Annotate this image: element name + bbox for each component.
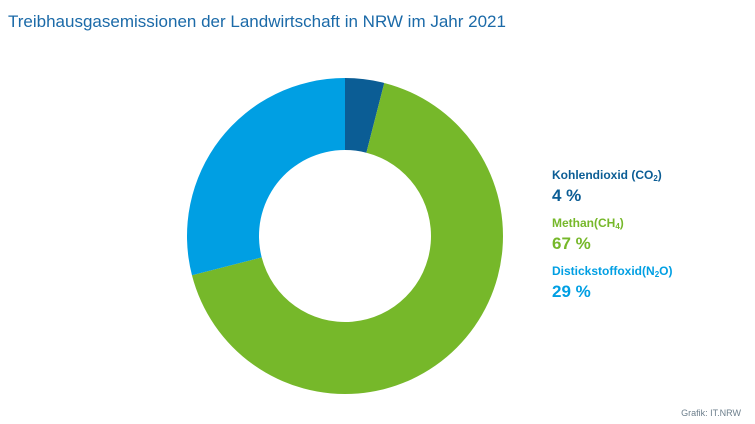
donut-slice-2 bbox=[187, 78, 345, 276]
chart-title: Treibhausgasemissionen der Landwirtschaf… bbox=[8, 12, 506, 31]
legend-value-n2o: 29 % bbox=[552, 282, 591, 301]
legend-value-ch4: 67 % bbox=[552, 234, 591, 253]
legend-label-n2o: Distickstoffoxid(N2O) bbox=[552, 264, 673, 279]
legend-item-ch4: Methan(CH4) 67 % bbox=[552, 216, 672, 254]
legend-label-ch4: Methan(CH4) bbox=[552, 216, 624, 231]
chart-credit: Grafik: IT.NRW bbox=[681, 408, 741, 418]
legend-value-co2: 4 % bbox=[552, 186, 582, 205]
legend-item-co2: Kohlendioxid (CO2) 4 % bbox=[552, 168, 672, 206]
donut-slice-1 bbox=[191, 82, 503, 394]
legend: Kohlendioxid (CO2) 4 % Methan(CH4) 67 % … bbox=[552, 168, 672, 312]
donut-slices bbox=[187, 78, 503, 394]
legend-label-co2: Kohlendioxid (CO2) bbox=[552, 168, 662, 183]
legend-item-n2o: Distickstoffoxid(N2O) 29 % bbox=[552, 264, 672, 302]
donut-slice-0 bbox=[345, 78, 385, 153]
